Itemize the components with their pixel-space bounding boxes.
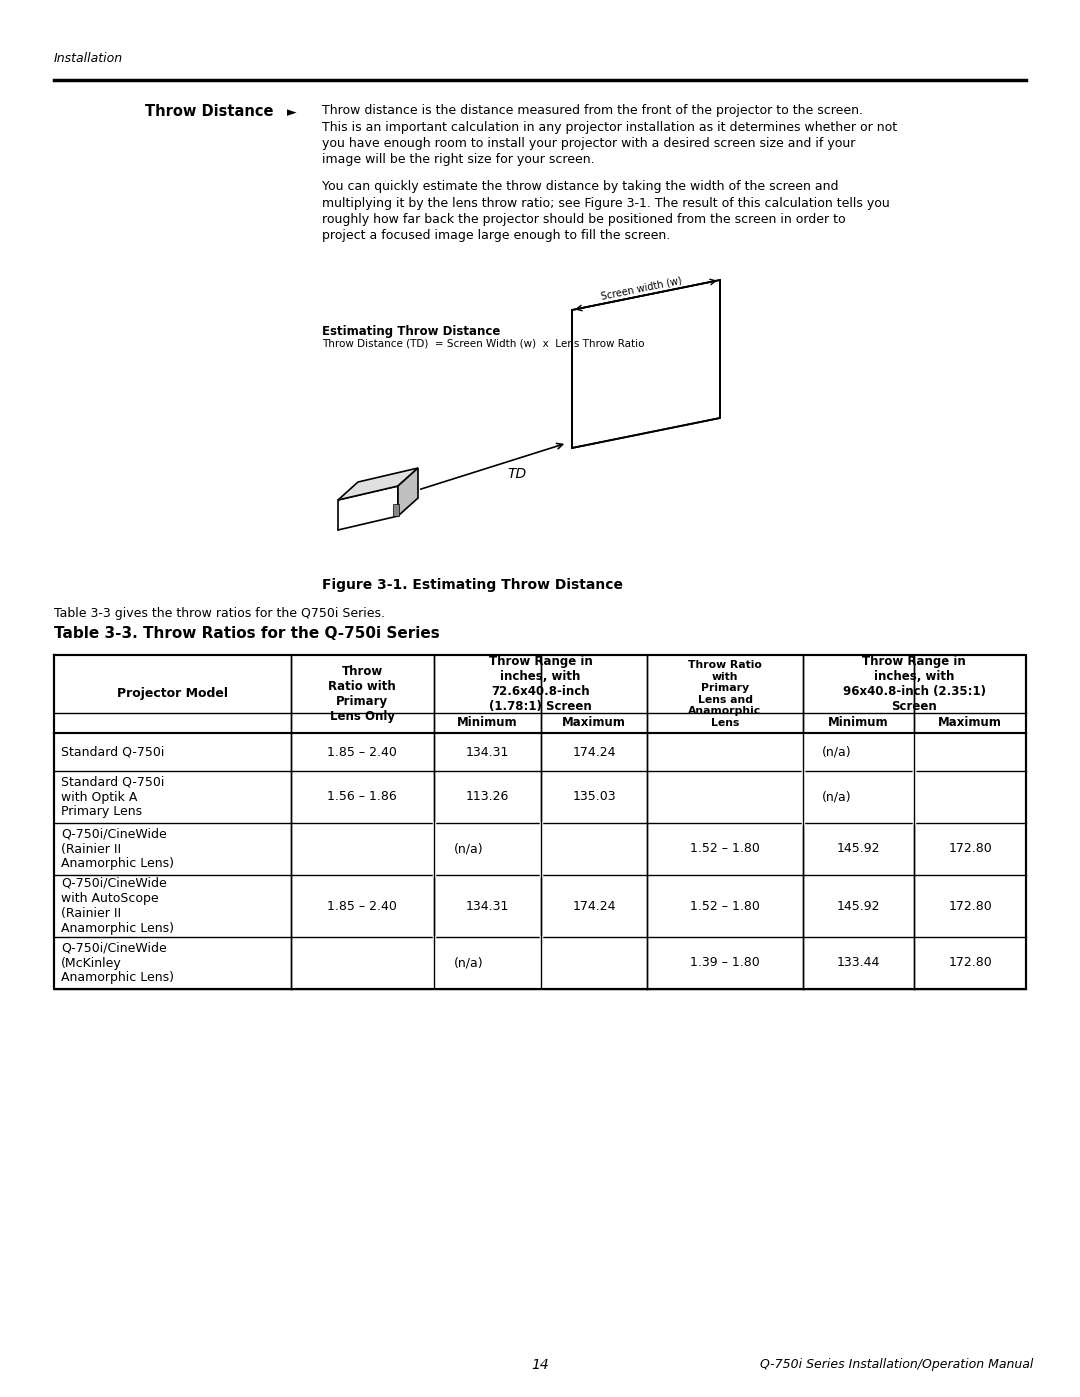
Text: 172.80: 172.80 [948,900,993,912]
Text: (n/a): (n/a) [822,746,851,759]
Text: Standard Q-750i
with Optik A
Primary Lens: Standard Q-750i with Optik A Primary Len… [60,775,164,819]
Polygon shape [572,279,720,448]
Text: 135.03: 135.03 [572,791,616,803]
Text: Throw
Ratio with
Primary
Lens Only: Throw Ratio with Primary Lens Only [328,665,396,724]
Text: 134.31: 134.31 [465,746,509,759]
Text: 174.24: 174.24 [572,900,616,912]
Text: Projector Model: Projector Model [117,687,228,700]
Text: 1.56 – 1.86: 1.56 – 1.86 [327,791,397,803]
Text: 172.80: 172.80 [948,842,993,855]
Text: Throw Range in
inches, with
96x40.8-inch (2.35:1)
Screen: Throw Range in inches, with 96x40.8-inch… [842,655,986,712]
Text: (n/a): (n/a) [455,842,484,855]
Text: Q-750i/CineWide
(McKinley
Anamorphic Lens): Q-750i/CineWide (McKinley Anamorphic Len… [60,942,174,985]
Text: Figure 3-1. Estimating Throw Distance: Figure 3-1. Estimating Throw Distance [322,578,623,592]
Text: Q-750i Series Installation/Operation Manual: Q-750i Series Installation/Operation Man… [760,1358,1034,1370]
Text: This is an important calculation in any projector installation as it determines : This is an important calculation in any … [322,120,897,134]
Text: 145.92: 145.92 [837,842,880,855]
Text: Table 3-3. Throw Ratios for the Q-750i Series: Table 3-3. Throw Ratios for the Q-750i S… [54,626,440,641]
Text: Maximum: Maximum [939,717,1002,729]
Text: 14: 14 [531,1358,549,1372]
Text: Throw distance is the distance measured from the front of the projector to the s: Throw distance is the distance measured … [322,103,863,117]
Text: Throw Distance: Throw Distance [145,103,273,119]
Text: project a focused image large enough to fill the screen.: project a focused image large enough to … [322,229,671,243]
Text: 172.80: 172.80 [948,957,993,970]
Text: 113.26: 113.26 [465,791,509,803]
Text: 1.39 – 1.80: 1.39 – 1.80 [690,957,760,970]
Text: Estimating Throw Distance: Estimating Throw Distance [322,326,500,338]
Text: 134.31: 134.31 [465,900,509,912]
Text: Throw Range in
inches, with
72.6x40.8-inch
(1.78:1) Screen: Throw Range in inches, with 72.6x40.8-in… [489,655,593,712]
Text: You can quickly estimate the throw distance by taking the width of the screen an: You can quickly estimate the throw dista… [322,180,838,193]
Text: 1.85 – 2.40: 1.85 – 2.40 [327,746,397,759]
Text: 145.92: 145.92 [837,900,880,912]
Text: Throw Distance (TD)  = Screen Width (w)  x  Lens Throw Ratio: Throw Distance (TD) = Screen Width (w) x… [322,339,645,349]
Text: (n/a): (n/a) [455,957,484,970]
Text: 1.52 – 1.80: 1.52 – 1.80 [690,842,760,855]
Text: 1.85 – 2.40: 1.85 – 2.40 [327,900,397,912]
Text: (n/a): (n/a) [822,791,851,803]
Text: 174.24: 174.24 [572,746,616,759]
Text: 1.52 – 1.80: 1.52 – 1.80 [690,900,760,912]
Text: Table 3-3 gives the throw ratios for the Q750i Series.: Table 3-3 gives the throw ratios for the… [54,608,384,620]
Text: 133.44: 133.44 [837,957,880,970]
Text: Minimum: Minimum [457,717,517,729]
Text: TD: TD [508,468,527,482]
Polygon shape [399,468,418,515]
Polygon shape [338,468,418,500]
Text: you have enough room to install your projector with a desired screen size and if: you have enough room to install your pro… [322,137,855,149]
Bar [393,504,399,515]
Text: Q-750i/CineWide
(Rainier II
Anamorphic Lens): Q-750i/CineWide (Rainier II Anamorphic L… [60,827,174,870]
Text: ►: ► [287,106,297,119]
Text: roughly how far back the projector should be positioned from the screen in order: roughly how far back the projector shoul… [322,212,846,226]
Text: Screen width (w): Screen width (w) [599,275,683,300]
Text: Q-750i/CineWide
with AutoScope
(Rainier II
Anamorphic Lens): Q-750i/CineWide with AutoScope (Rainier … [60,877,174,935]
Text: multiplying it by the lens throw ratio; see Figure 3-1. The result of this calcu: multiplying it by the lens throw ratio; … [322,197,890,210]
Text: Maximum: Maximum [562,717,626,729]
Text: Standard Q-750i: Standard Q-750i [60,746,164,759]
Text: Throw Ratio
with
Primary
Lens and
Anamorphic
Lens: Throw Ratio with Primary Lens and Anamor… [688,659,762,728]
Polygon shape [338,486,399,529]
Text: image will be the right size for your screen.: image will be the right size for your sc… [322,154,595,166]
Text: Installation: Installation [54,52,123,66]
Text: Minimum: Minimum [828,717,889,729]
